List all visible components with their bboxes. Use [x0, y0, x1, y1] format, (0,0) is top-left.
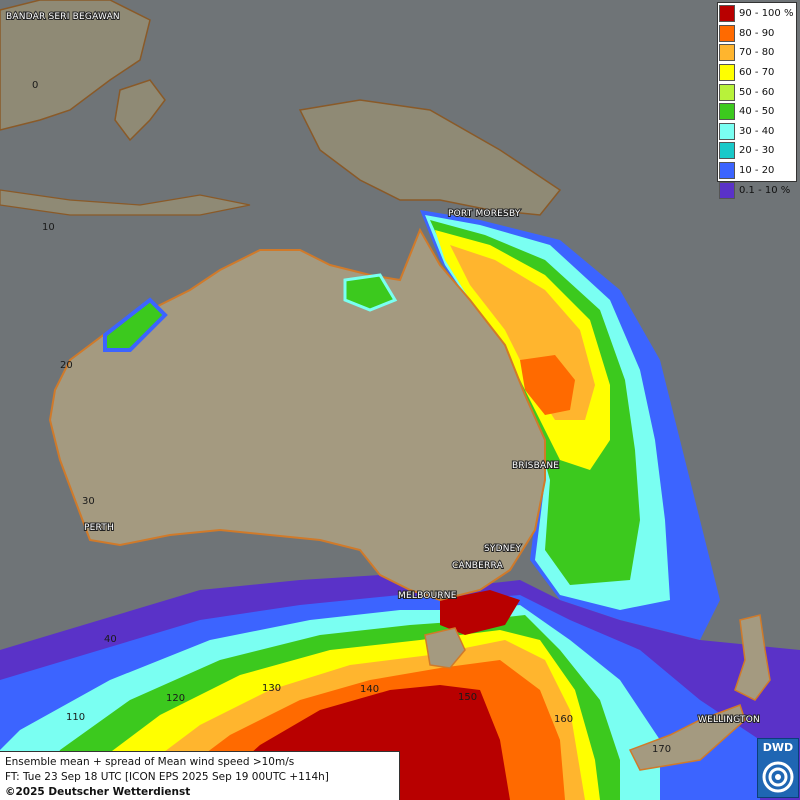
legend-row: 20 - 30	[719, 141, 795, 161]
copyright-text: ©2025 Deutscher Wetterdienst	[5, 786, 191, 798]
swirl-icon	[762, 761, 794, 793]
city-label-port-moresby: PORT MORESBY	[448, 209, 521, 219]
australia-land	[48, 227, 546, 602]
legend-label: 20 - 30	[739, 145, 775, 157]
lat-label-30: 30	[82, 496, 95, 507]
east-coast-band-80	[520, 355, 575, 415]
legend-swatch	[719, 44, 735, 62]
gulf-field	[343, 273, 398, 312]
tasmania-land	[424, 627, 466, 669]
legend-label: 80 - 90	[739, 27, 775, 39]
new-zealand-north-island	[734, 614, 771, 701]
sulawesi-land	[114, 79, 166, 142]
city-label-melbourne: MELBOURNE	[398, 591, 457, 601]
lon-label-170: 170	[652, 744, 671, 755]
legend-row: 70 - 80	[719, 43, 795, 63]
legend-swatch	[719, 24, 735, 42]
city-label-sydney: SYDNEY	[484, 544, 522, 554]
legend-swatch	[719, 5, 735, 23]
city-label-canberra: CANBERRA	[452, 561, 504, 571]
city-label-bandar: BANDAR SERI BEGAWAN	[6, 12, 120, 22]
legend-label: 50 - 60	[739, 86, 775, 98]
legend-row: 60 - 70	[719, 63, 795, 83]
legend-swatch	[719, 122, 735, 140]
dwd-logo: DWD	[757, 738, 799, 798]
legend-row: 0.1 - 10 %	[719, 180, 795, 200]
city-label-brisbane: BRISBANE	[512, 461, 559, 471]
lat-label-40: 40	[104, 634, 117, 645]
legend-row: 80 - 90	[719, 24, 795, 44]
probability-legend: 90 - 100 % 80 - 90 70 - 80 60 - 70 50 - 60 40…	[717, 2, 797, 199]
lesser-sunda-islands	[0, 189, 251, 216]
borneo-land	[0, 0, 151, 131]
prob-band-90-bass-strait	[440, 590, 520, 635]
lat-label-10: 10	[42, 222, 55, 233]
legend-label: 0.1 - 10 %	[739, 184, 791, 196]
legend-row: 90 - 100 %	[719, 4, 795, 24]
legend-row: 10 - 20	[719, 161, 795, 181]
lon-label-120: 120	[166, 693, 185, 704]
lon-label-110: 110	[66, 712, 85, 723]
lon-label-130: 130	[262, 683, 281, 694]
legend-swatch	[719, 162, 735, 180]
new-zealand-south-island	[628, 704, 746, 771]
city-label-wellington: WELLINGTON	[698, 715, 760, 725]
legend-label: 30 - 40	[739, 125, 775, 137]
legend-swatch	[719, 64, 735, 82]
city-label-perth: PERTH	[84, 523, 114, 533]
legend-label: 60 - 70	[739, 67, 775, 79]
legend-label: 70 - 80	[739, 47, 775, 59]
legend-swatch	[719, 181, 735, 199]
lon-label-150: 150	[458, 692, 477, 703]
legend-label: 40 - 50	[739, 106, 775, 118]
legend-swatch	[719, 142, 735, 160]
legend-row: 30 - 40	[719, 122, 795, 142]
legend-label: 10 - 20	[739, 165, 775, 177]
lon-label-140: 140	[360, 684, 379, 695]
lat-label-20: 20	[60, 360, 73, 371]
legend-swatch	[719, 83, 735, 101]
new-guinea-land	[298, 99, 562, 216]
lon-label-160: 160	[554, 714, 573, 725]
dwd-logo-text: DWD	[762, 741, 794, 754]
forecast-time: FT: Tue 23 Sep 18 UTC [ICON EPS 2025 Sep…	[5, 771, 329, 783]
lat-label-0: 0	[32, 80, 38, 91]
info-box: Ensemble mean + spread of Mean wind spee…	[0, 751, 400, 800]
product-description: Ensemble mean + spread of Mean wind spee…	[5, 756, 295, 768]
legend-row: 50 - 60	[719, 82, 795, 102]
kimberley-field	[103, 297, 168, 352]
legend-label: 90 - 100 %	[739, 8, 794, 20]
legend-swatch	[719, 103, 735, 121]
legend-row: 40 - 50	[719, 102, 795, 122]
